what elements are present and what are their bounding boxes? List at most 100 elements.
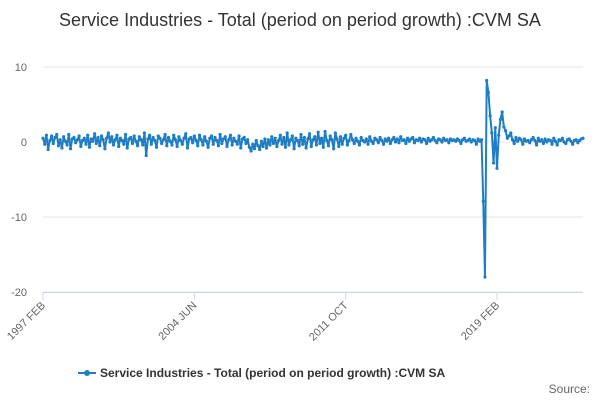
- data-point: [166, 135, 171, 140]
- data-point: [375, 138, 379, 142]
- data-point: [259, 139, 264, 143]
- data-point: [211, 142, 215, 146]
- data-point: [144, 153, 148, 158]
- data-point: [541, 141, 546, 146]
- data-point: [325, 138, 329, 143]
- data-point: [502, 125, 506, 129]
- data-point: [266, 138, 270, 142]
- y-tick-label: 0: [21, 137, 27, 149]
- data-point: [419, 140, 423, 144]
- data-point: [287, 143, 291, 147]
- data-point: [249, 149, 253, 153]
- data-point: [199, 138, 203, 142]
- data-point: [160, 141, 164, 146]
- data-point: [158, 136, 162, 140]
- data-point: [209, 134, 214, 138]
- data-point: [504, 129, 508, 133]
- data-point: [383, 137, 387, 141]
- data-point: [268, 143, 272, 147]
- data-point: [479, 138, 484, 142]
- data-point: [476, 137, 480, 141]
- data-point: [230, 143, 234, 147]
- data-point: [247, 145, 251, 149]
- data-point: [273, 136, 277, 140]
- data-point: [63, 139, 67, 143]
- data-point: [103, 147, 107, 151]
- data-point: [474, 142, 478, 146]
- data-point: [509, 131, 513, 135]
- legend[interactable]: Service Industries - Total (period on pe…: [78, 366, 445, 380]
- data-point: [254, 138, 258, 143]
- data-point: [41, 136, 45, 140]
- data-point: [529, 138, 534, 142]
- data-point: [277, 138, 281, 143]
- data-point: [357, 143, 362, 147]
- data-point: [290, 134, 294, 138]
- data-point: [232, 136, 236, 140]
- series-line: [42, 79, 584, 278]
- data-point: [559, 138, 563, 143]
- data-point: [356, 139, 360, 143]
- data-point: [543, 137, 547, 141]
- data-point: [344, 133, 348, 137]
- data-point: [215, 138, 219, 143]
- data-point: [302, 135, 306, 140]
- data-point: [289, 138, 293, 142]
- data-point: [201, 143, 205, 147]
- data-point: [173, 138, 178, 142]
- data-point: [426, 136, 430, 140]
- data-point: [234, 139, 238, 143]
- data-point: [98, 144, 102, 148]
- data-point: [306, 137, 310, 141]
- data-point: [440, 140, 444, 144]
- data-point: [251, 142, 255, 146]
- legend-swatch: [78, 367, 96, 379]
- data-point: [318, 141, 322, 146]
- data-point: [137, 135, 141, 139]
- data-point: [123, 132, 128, 137]
- data-point: [75, 138, 79, 142]
- data-point: [142, 131, 147, 135]
- data-point: [55, 132, 59, 137]
- data-point: [307, 132, 312, 136]
- data-point: [203, 135, 207, 139]
- data-point: [246, 138, 250, 142]
- data-point: [399, 135, 403, 139]
- data-point: [130, 141, 135, 146]
- data-point: [395, 137, 399, 141]
- data-point: [507, 134, 511, 138]
- data-point: [235, 142, 239, 146]
- data-point: [311, 138, 315, 142]
- x-tick-label: 2004 JUN: [156, 300, 199, 343]
- data-point: [352, 141, 356, 146]
- data-point: [252, 147, 257, 151]
- data-point: [459, 141, 463, 146]
- data-point: [50, 134, 54, 138]
- data-point: [301, 142, 305, 146]
- data-point: [153, 138, 157, 143]
- y-axis-ticks: 10 0 -10 -20: [11, 62, 27, 299]
- data-point: [51, 141, 55, 146]
- data-point: [371, 141, 375, 146]
- data-point: [493, 126, 497, 130]
- data-point: [154, 145, 159, 149]
- data-point: [510, 138, 515, 142]
- data-point: [473, 138, 477, 143]
- data-point: [438, 138, 442, 142]
- gridlines: [43, 66, 583, 293]
- data-point: [366, 142, 370, 146]
- data-point: [258, 147, 262, 152]
- data-point: [555, 143, 559, 147]
- data-point: [481, 199, 485, 203]
- data-point: [321, 145, 325, 149]
- data-point: [74, 141, 78, 145]
- data-point: [96, 135, 100, 140]
- data-point: [359, 135, 363, 140]
- data-point: [485, 78, 489, 83]
- data-point: [567, 137, 571, 141]
- data-point: [44, 133, 49, 137]
- data-point: [574, 138, 578, 142]
- data-point: [270, 135, 274, 139]
